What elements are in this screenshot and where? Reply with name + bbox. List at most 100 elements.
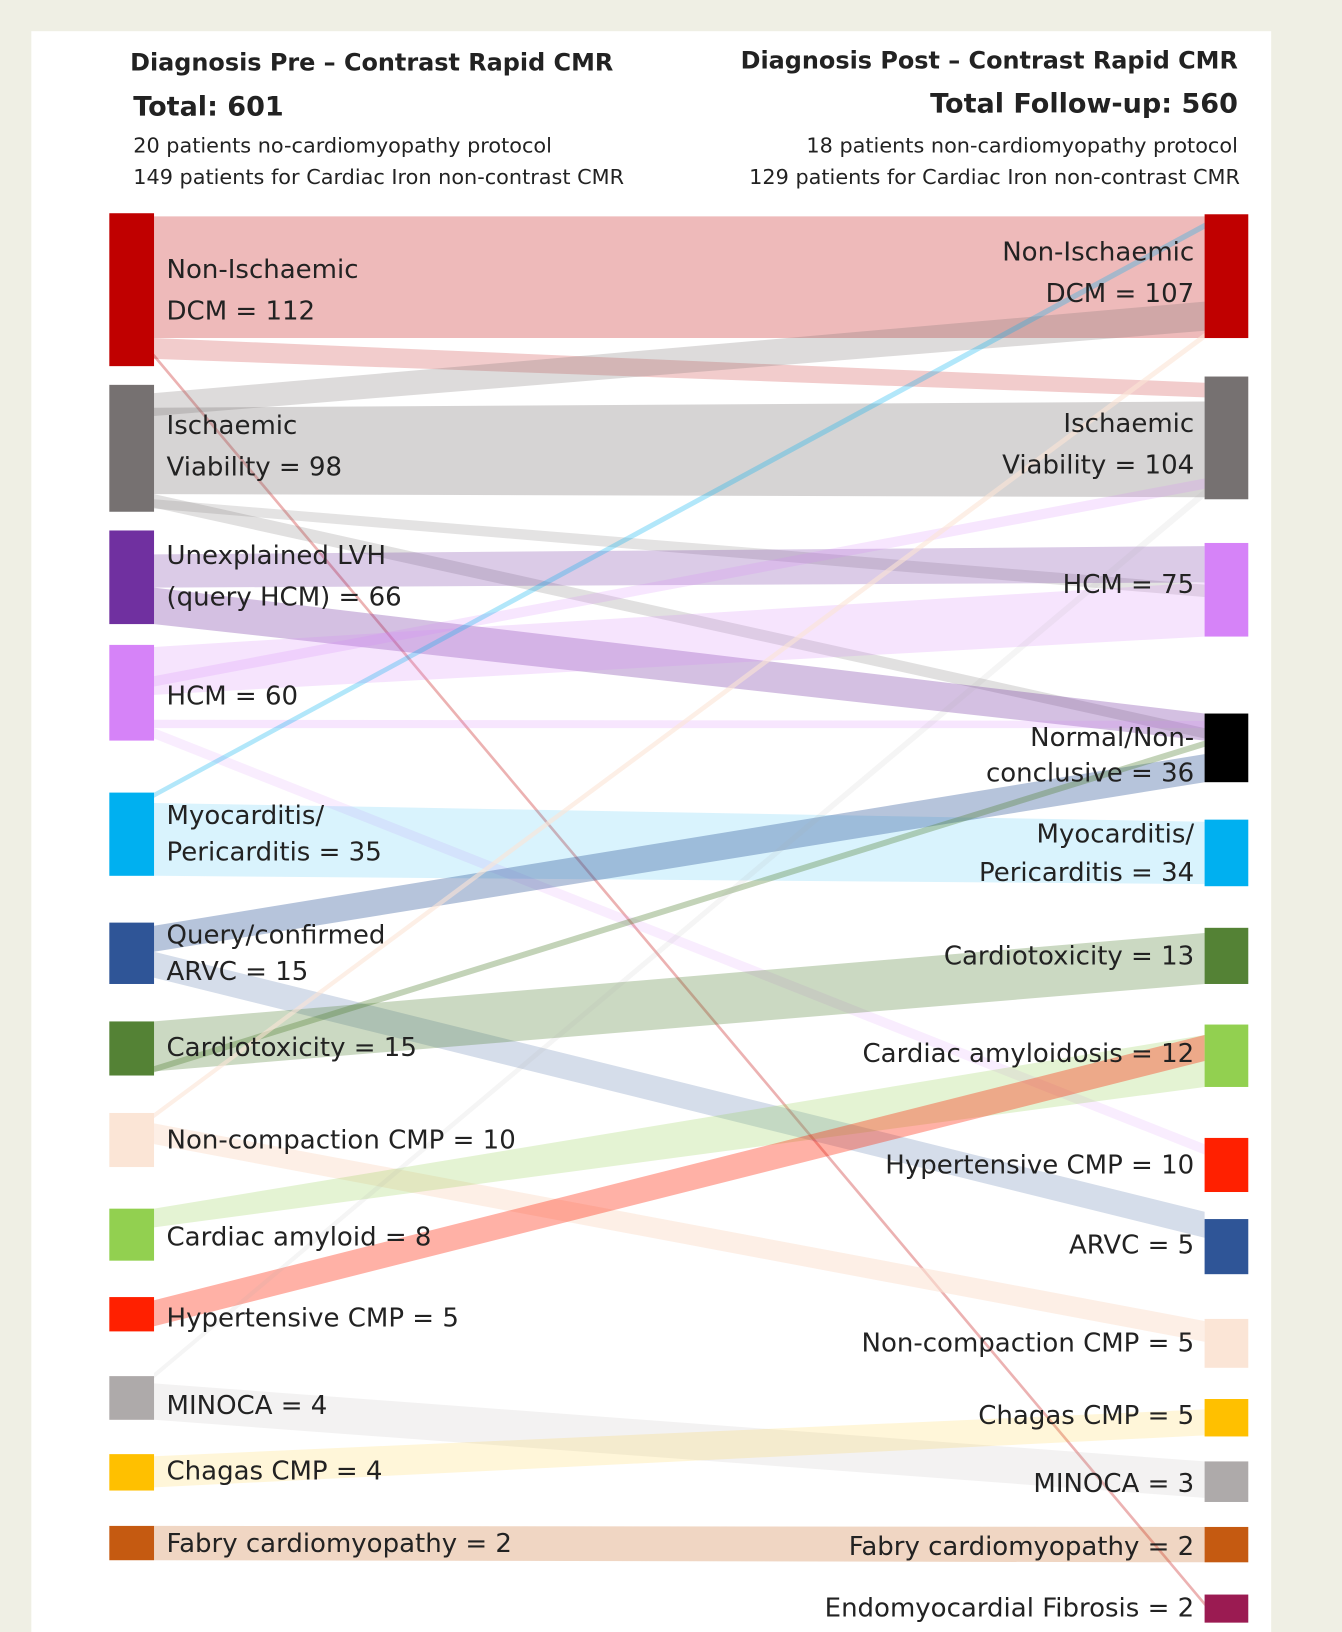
node [109,792,155,876]
node-label: ARVC = 5 [1069,1231,1194,1261]
node-label: Myocarditis/ [1037,820,1195,850]
node-label: HCM = 60 [167,681,299,711]
flow [154,499,1205,598]
right-title: Diagnosis Post – Contrast Rapid CMR [741,46,1238,74]
node-label: Chagas CMP = 5 [978,1401,1194,1431]
node [1204,1526,1249,1563]
node [109,384,155,512]
flow [154,802,1205,885]
node-label: Non-Ischaemic [167,255,359,285]
flow [154,1123,1205,1342]
flow [154,582,1205,695]
node [1204,1594,1249,1623]
node-label: Unexplained LVH [167,541,387,571]
flow [154,301,1205,417]
node-label: Fabry cardiomyopathy = 2 [167,1529,512,1559]
flow [154,216,1205,339]
node [1204,1137,1249,1193]
node [109,1208,155,1261]
node [1204,1318,1249,1368]
right-note: 18 patients non-cardiomyopathy protocol [806,134,1238,158]
flow [154,587,1205,741]
flow [154,332,1205,1119]
node-label: Viability = 104 [1002,450,1194,480]
flow [154,1525,1205,1563]
flow [154,401,1205,498]
node [1204,713,1249,783]
flow [154,488,1205,1379]
node-label: Cardiac amyloidosis = 12 [863,1039,1195,1069]
left-note: 20 patients no-cardiomyopathy protocol [133,134,552,158]
node-label: Chagas CMP = 4 [167,1456,383,1486]
node [1204,1461,1249,1502]
flow [154,1034,1205,1228]
node [1204,1219,1249,1275]
flow [154,546,1205,588]
node [109,1454,155,1491]
flow [154,933,1205,1072]
right-note: 129 patients for Cardiac Iron non-contra… [749,165,1240,189]
node-label: Pericarditis = 35 [167,837,382,867]
left-total: Total: 601 [133,92,284,123]
flow [154,1409,1205,1488]
flow [154,951,1205,1238]
flow [154,754,1205,952]
flows [154,216,1205,1606]
node-label: conclusive = 36 [986,758,1194,788]
node-label: Query/confirmed [167,921,386,951]
node [109,1376,155,1420]
node [109,1525,155,1561]
node [1204,542,1249,637]
flow [154,338,1205,398]
flow [154,740,1205,1073]
flow [154,1034,1205,1327]
node-label: Endomyocardial Fibrosis = 2 [825,1594,1195,1624]
flow [154,353,1205,1606]
left-title: Diagnosis Pre – Contrast Rapid CMR [130,48,613,76]
node [109,922,155,984]
node-label: HCM = 75 [1063,570,1195,600]
node-label: Hypertensive CMP = 10 [885,1151,1194,1181]
node [109,530,155,625]
node-label: DCM = 112 [167,297,316,327]
node-label: MINOCA = 3 [1033,1469,1194,1499]
node [1204,1399,1249,1437]
node [109,1021,155,1076]
node-label: Non-compaction CMP = 5 [862,1328,1195,1358]
node [1204,819,1249,887]
panel [31,31,1272,1632]
node-label: MINOCA = 4 [167,1391,328,1421]
node [1204,1024,1249,1087]
node [109,1297,155,1332]
flow [154,222,1205,798]
node-label: Myocarditis/ [167,801,325,831]
node-label: Viability = 98 [167,453,343,483]
node-label: Ischaemic [1063,409,1194,439]
node [1204,214,1249,339]
node-label: Cardiotoxicity = 15 [167,1033,417,1063]
node-label: Cardiotoxicity = 13 [944,941,1194,971]
node-label: DCM = 107 [1046,279,1195,309]
flow [154,728,1205,1155]
left-note: 149 patients for Cardiac Iron non-contra… [133,165,624,189]
node-label: ARVC = 15 [167,957,309,987]
node-label: Pericarditis = 34 [979,858,1194,888]
node-label: (query HCM) = 66 [167,583,402,613]
node-label: Hypertensive CMP = 5 [167,1303,459,1333]
nodes: Non-Ischaemic DCM = 112 Ischaemic Viability… [109,213,1249,1624]
node-label: Non-Ischaemic [1002,237,1194,267]
node-label: Fabry cardiomyopathy = 2 [849,1532,1194,1562]
node [109,1112,155,1168]
flow [154,1383,1205,1498]
node-label: Non-compaction CMP = 10 [167,1126,516,1156]
node-label: Ischaemic [167,411,298,441]
node [109,644,155,741]
node-label: Normal/Non- [1030,723,1194,753]
node [1204,376,1249,500]
right-total: Total Follow-up: 560 [930,89,1238,120]
node [109,213,155,367]
node [1204,927,1249,984]
flow [154,494,1205,739]
